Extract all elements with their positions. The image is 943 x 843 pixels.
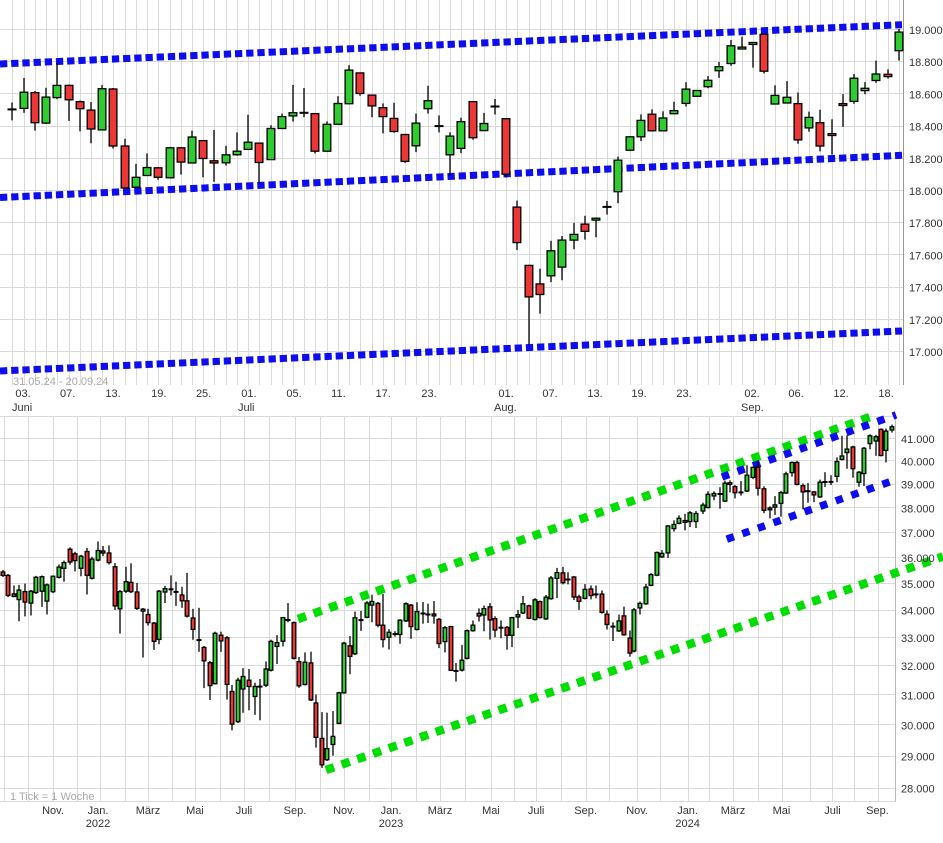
svg-text:05.: 05. xyxy=(286,388,301,400)
svg-text:01.: 01. xyxy=(241,388,256,400)
svg-text:36.000: 36.000 xyxy=(901,553,935,565)
svg-text:2023: 2023 xyxy=(379,818,403,830)
svg-text:Mai: Mai xyxy=(773,805,791,817)
svg-text:02.: 02. xyxy=(744,388,759,400)
svg-text:Mai: Mai xyxy=(186,805,204,817)
svg-text:2022: 2022 xyxy=(86,818,110,830)
svg-text:06.: 06. xyxy=(788,388,803,400)
svg-text:29.000: 29.000 xyxy=(901,752,935,764)
svg-text:31.000: 31.000 xyxy=(901,690,935,702)
svg-text:35.000: 35.000 xyxy=(901,579,935,591)
svg-text:18.600: 18.600 xyxy=(909,89,943,101)
svg-text:32.000: 32.000 xyxy=(901,661,935,673)
svg-text:Nov.: Nov. xyxy=(626,805,648,817)
svg-text:Juli: Juli xyxy=(236,805,253,817)
svg-text:1 Tick = 1 Woche: 1 Tick = 1 Woche xyxy=(10,791,94,803)
svg-text:17.000: 17.000 xyxy=(909,347,943,359)
svg-text:41.000: 41.000 xyxy=(901,434,935,446)
svg-text:31.05.24 - 20.09.24: 31.05.24 - 20.09.24 xyxy=(13,376,108,388)
svg-text:Nov.: Nov. xyxy=(333,805,355,817)
svg-text:Sep.: Sep. xyxy=(574,805,597,817)
svg-text:Sep.: Sep. xyxy=(741,402,764,414)
svg-text:Mai: Mai xyxy=(482,805,500,817)
svg-text:17.800: 17.800 xyxy=(909,218,943,230)
svg-text:18.200: 18.200 xyxy=(909,154,943,166)
svg-text:19.: 19. xyxy=(151,388,166,400)
svg-text:Juli: Juli xyxy=(824,805,841,817)
svg-text:18.000: 18.000 xyxy=(909,186,943,198)
svg-text:33.000: 33.000 xyxy=(901,633,935,645)
svg-text:30.000: 30.000 xyxy=(901,720,935,732)
svg-text:39.000: 39.000 xyxy=(901,480,935,492)
svg-text:28.000: 28.000 xyxy=(901,784,935,796)
svg-text:18.400: 18.400 xyxy=(909,122,943,134)
svg-text:11.: 11. xyxy=(331,388,345,400)
svg-text:2024: 2024 xyxy=(675,818,699,830)
svg-text:Sep.: Sep. xyxy=(866,805,889,817)
svg-text:17.200: 17.200 xyxy=(909,315,943,327)
svg-text:38.000: 38.000 xyxy=(901,504,935,516)
svg-text:25.: 25. xyxy=(196,388,211,400)
svg-text:Nov.: Nov. xyxy=(42,805,64,817)
svg-text:23.: 23. xyxy=(421,388,436,400)
svg-text:Sep.: Sep. xyxy=(284,805,307,817)
svg-text:März: März xyxy=(136,805,160,817)
svg-text:37.000: 37.000 xyxy=(901,528,935,540)
svg-text:03.: 03. xyxy=(15,388,30,400)
svg-text:Juni: Juni xyxy=(12,402,32,414)
svg-text:Jan.: Jan. xyxy=(381,805,402,817)
svg-text:Jan.: Jan. xyxy=(677,805,698,817)
svg-text:19.: 19. xyxy=(631,388,646,400)
svg-text:01.: 01. xyxy=(498,388,513,400)
svg-text:07.: 07. xyxy=(542,388,557,400)
svg-text:13.: 13. xyxy=(105,388,120,400)
svg-text:18.: 18. xyxy=(878,388,893,400)
svg-text:18.800: 18.800 xyxy=(909,57,943,69)
svg-text:12.: 12. xyxy=(833,388,848,400)
svg-text:März: März xyxy=(428,805,452,817)
svg-text:07.: 07. xyxy=(60,388,75,400)
svg-text:23.: 23. xyxy=(676,388,691,400)
svg-text:17.: 17. xyxy=(376,388,391,400)
svg-text:März: März xyxy=(721,805,745,817)
svg-text:19.000: 19.000 xyxy=(909,25,943,37)
svg-text:Jan.: Jan. xyxy=(88,805,109,817)
svg-text:17.400: 17.400 xyxy=(909,283,943,295)
svg-text:40.000: 40.000 xyxy=(901,456,935,468)
svg-text:13.: 13. xyxy=(587,388,602,400)
svg-text:17.600: 17.600 xyxy=(909,250,943,262)
svg-text:Juli: Juli xyxy=(238,402,255,414)
svg-text:34.000: 34.000 xyxy=(901,606,935,618)
svg-text:Aug.: Aug. xyxy=(494,402,517,414)
svg-text:Juli: Juli xyxy=(528,805,545,817)
